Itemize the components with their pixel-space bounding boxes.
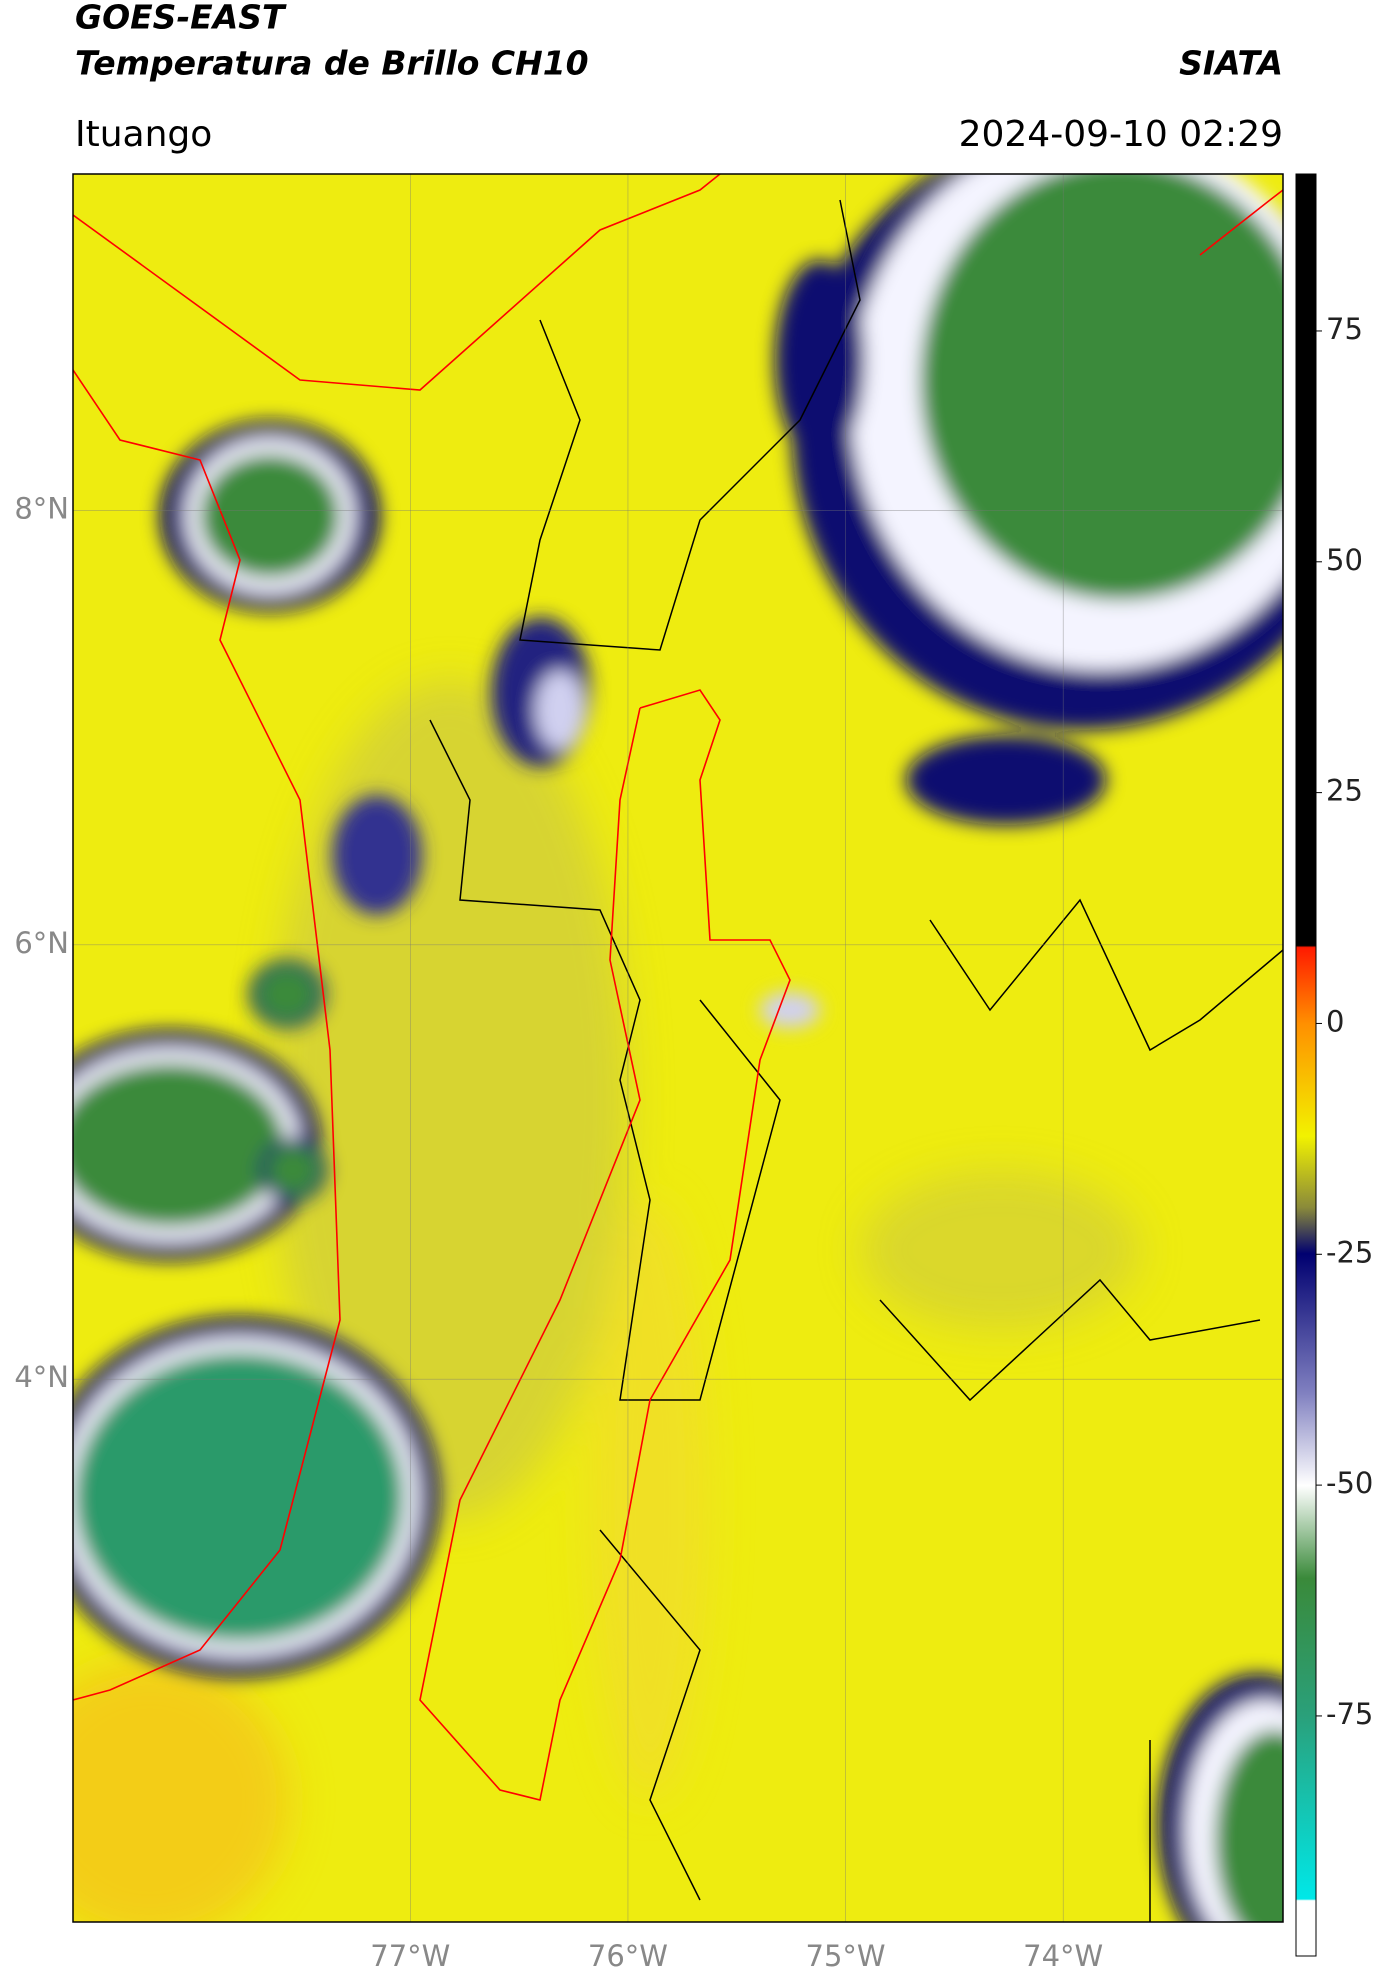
lon-label: 75°W bbox=[806, 1939, 886, 1973]
lat-label: 4°N bbox=[14, 1360, 69, 1394]
cloud-tops bbox=[73, 174, 1283, 1922]
subtitle: Temperatura de Brillo CH10 bbox=[75, 44, 589, 83]
region-outline bbox=[73, 174, 1283, 1801]
map bbox=[73, 174, 1283, 1922]
lon-label: 74°W bbox=[1023, 1939, 1103, 1973]
lon-label: 77°W bbox=[370, 1939, 450, 1973]
location: Ituango bbox=[75, 114, 212, 155]
colorbar-tick-label: -75 bbox=[1326, 1697, 1373, 1731]
lon-label: 76°W bbox=[588, 1939, 668, 1973]
datetime: 2024-09-10 02:29 bbox=[959, 114, 1283, 155]
graticule bbox=[73, 174, 1283, 1922]
boundaries bbox=[429, 199, 1283, 1922]
title: GOES-EAST bbox=[75, 0, 287, 37]
colorbar-tick-label: -50 bbox=[1326, 1466, 1373, 1500]
colorbar bbox=[1295, 173, 1317, 1957]
map-frame bbox=[72, 173, 1284, 1923]
lat-label: 6°N bbox=[14, 926, 69, 960]
org: SIATA bbox=[1179, 44, 1283, 83]
colorbar-tick-label: 0 bbox=[1326, 1004, 1344, 1038]
colorbar-tick-label: 50 bbox=[1326, 543, 1363, 577]
colorbar-tick-label: -25 bbox=[1326, 1235, 1373, 1269]
lat-label: 8°N bbox=[14, 492, 69, 526]
colorbar-tick-label: 75 bbox=[1326, 312, 1363, 346]
colorbar-tick-label: 25 bbox=[1326, 774, 1363, 808]
